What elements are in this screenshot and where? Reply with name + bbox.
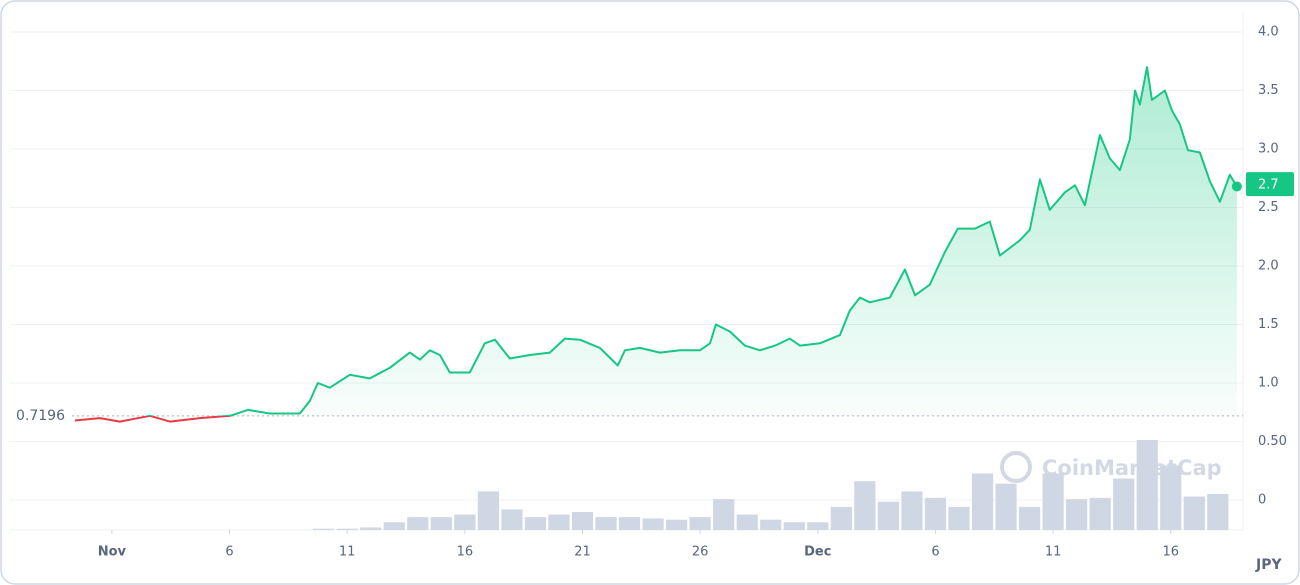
volume-bar (1089, 497, 1111, 530)
x-tick-label: 6 (225, 545, 233, 560)
volume-bar (477, 491, 499, 530)
price-area (74, 67, 1237, 422)
price-badge (1246, 172, 1294, 197)
x-tick-label: 11 (339, 545, 356, 560)
volume-bar (783, 522, 805, 530)
volume-bar (618, 517, 641, 530)
volume-bar (971, 473, 994, 530)
volume-bar (336, 528, 358, 530)
volume-bar (924, 497, 947, 530)
volume-bar (571, 512, 594, 530)
y-tick-label: 1.5 (1258, 317, 1279, 332)
volume-bar (948, 506, 970, 530)
volume-bar (830, 506, 852, 530)
volume-bar (1018, 506, 1041, 530)
volume-bar (877, 501, 899, 530)
volume-bar (1113, 478, 1135, 530)
volume-bar (1136, 440, 1158, 530)
x-tick-label: Nov (98, 545, 127, 560)
volume-bar (313, 528, 335, 530)
baseline-label: 0.7196 (16, 408, 65, 424)
volume-bar (689, 517, 711, 530)
x-tick-label: 26 (692, 545, 709, 560)
volume-bar (383, 522, 405, 530)
volume-bar (642, 518, 664, 530)
y-tick-label: 2.0 (1258, 259, 1279, 274)
volume-bar (1066, 499, 1088, 530)
volume-bar (1160, 465, 1182, 530)
price-line (74, 66, 1238, 423)
volume-bar (430, 517, 452, 530)
volume-bar (595, 517, 617, 530)
y-tick-label: 3.0 (1258, 142, 1279, 157)
volume-bar (854, 481, 876, 530)
x-tick-label: 6 (931, 545, 939, 560)
x-tick-label: Dec (804, 545, 831, 560)
y-tick-label: 1.0 (1258, 376, 1279, 391)
volume-bar (1207, 494, 1229, 530)
volume-bar (454, 514, 476, 530)
x-tick-label: 16 (1162, 545, 1179, 560)
y-tick-label: 2.5 (1258, 200, 1279, 215)
volume-bar (548, 514, 570, 530)
volume-bar (760, 519, 782, 530)
x-tick-label: 11 (1045, 545, 1062, 560)
watermark-logo (1000, 451, 1032, 483)
x-tick-label: 21 (574, 545, 591, 560)
volume-bar (360, 527, 382, 530)
volume-bar (713, 499, 735, 530)
volume-bar (1042, 473, 1064, 530)
volume-bar (501, 509, 523, 530)
volume-bar (807, 522, 829, 530)
volume-bar (736, 514, 758, 530)
price-badge-label: 2.7 (1258, 178, 1279, 193)
currency-label: JPY (1255, 557, 1282, 573)
y-tick-label: 0.50 (1258, 434, 1287, 449)
volume-bar (995, 483, 1017, 530)
volume-bar (901, 491, 923, 530)
y-tick-label: 0 (1258, 493, 1266, 508)
volume-bar (524, 517, 547, 530)
watermark: CoinMarketCap (1042, 456, 1222, 480)
volume-bar (407, 517, 429, 530)
x-tick-label: 16 (457, 545, 474, 560)
y-tick-label: 3.5 (1258, 83, 1279, 98)
volume-bar (1183, 496, 1205, 530)
volume-bar (666, 519, 688, 530)
last-point (1231, 181, 1242, 192)
y-tick-label: 4.0 (1258, 25, 1279, 40)
